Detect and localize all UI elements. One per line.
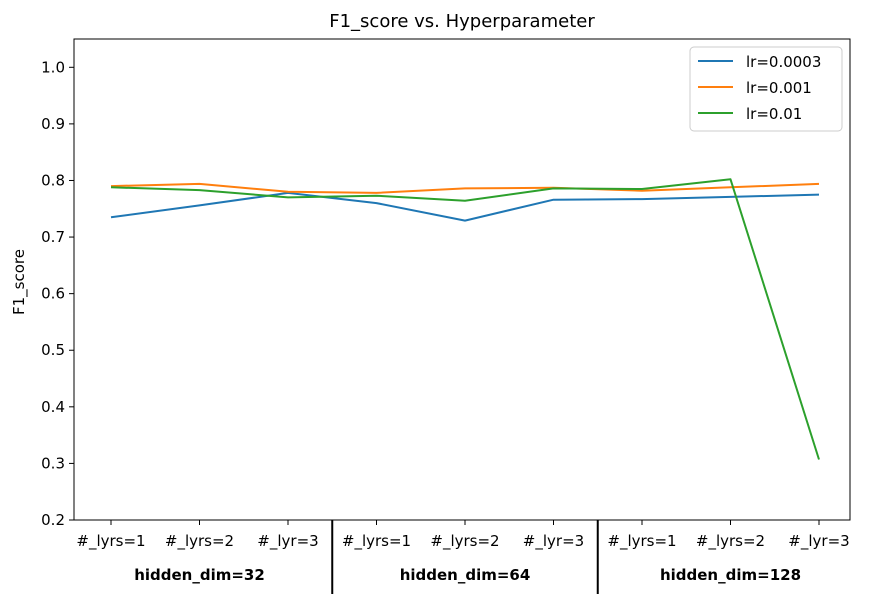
- series-line-0: [110, 191, 820, 222]
- x-tick-label: #_lyrs=1: [76, 532, 145, 551]
- series-line-2: [110, 178, 820, 460]
- x-tick-label: #_lyrs=2: [696, 532, 765, 551]
- y-tick-label: 0.5: [41, 341, 65, 359]
- plot-area: [73, 38, 851, 521]
- y-axis: 0.2 0.3 0.4 0.5 0.6 0.7 0.8 0.9 1.0: [41, 58, 74, 529]
- group-label: hidden_dim=128: [660, 566, 801, 584]
- legend: lr=0.0003 lr=0.001 lr=0.01: [689, 46, 843, 132]
- y-tick-label: 0.8: [41, 171, 65, 189]
- y-tick-label: 0.9: [41, 115, 65, 133]
- group-labels: hidden_dim=32 hidden_dim=64 hidden_dim=128: [134, 520, 801, 594]
- y-tick-label: 1.0: [41, 58, 65, 76]
- x-tick-label: #_lyrs=2: [165, 532, 234, 551]
- x-tick-label: #_lyrs=2: [430, 532, 499, 551]
- group-label: hidden_dim=64: [400, 566, 531, 584]
- group-label: hidden_dim=32: [134, 566, 265, 584]
- x-axis: #_lyrs=1 #_lyrs=2 #_lyr=3 #_lyrs=1 #_lyrs=2 #…: [76, 520, 850, 551]
- x-tick-label: #_lyrs=1: [607, 532, 676, 551]
- legend-label: lr=0.001: [746, 79, 812, 97]
- series-line-1: [110, 182, 820, 194]
- legend-label: lr=0.01: [746, 105, 802, 123]
- x-tick-label: #_lyrs=1: [342, 532, 411, 551]
- legend-box: [689, 46, 843, 132]
- y-tick-label: 0.7: [41, 228, 65, 246]
- y-tick-label: 0.2: [41, 511, 65, 529]
- y-tick-label: 0.4: [41, 398, 65, 416]
- x-tick-label: #_lyr=3: [257, 532, 318, 551]
- y-tick-label: 0.3: [41, 454, 65, 472]
- series-lines: [110, 178, 820, 460]
- legend-label: lr=0.0003: [746, 53, 821, 71]
- y-tick-label: 0.6: [41, 285, 65, 303]
- x-tick-label: #_lyr=3: [788, 532, 849, 551]
- chart-title: F1_score vs. Hyperparameter: [329, 11, 595, 32]
- x-tick-label: #_lyr=3: [523, 532, 584, 551]
- y-axis-label: F1_score: [10, 249, 29, 315]
